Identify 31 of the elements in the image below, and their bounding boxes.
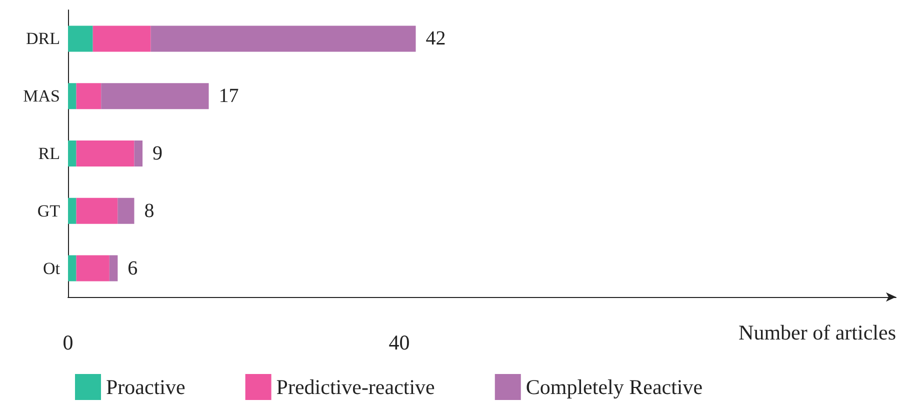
- y-tick-label: DRL: [26, 29, 60, 48]
- bar: [76, 83, 102, 110]
- y-tick-label: RL: [38, 144, 60, 163]
- total-label: 9: [152, 142, 163, 164]
- total-label: 6: [128, 257, 138, 280]
- y-tick-label: Ot: [43, 258, 60, 278]
- bar: [68, 198, 76, 224]
- bar: [68, 26, 93, 52]
- legend-label: Completely Reactive: [526, 375, 703, 399]
- bar: [92, 26, 151, 52]
- bar: [101, 83, 209, 110]
- bar: [76, 255, 110, 282]
- bar: [76, 140, 134, 166]
- x-tick-label: 40: [388, 330, 410, 354]
- x-axis-title: Number of articles: [738, 320, 896, 344]
- bar: [76, 198, 118, 224]
- bar: [68, 83, 76, 110]
- total-label: 42: [426, 28, 446, 50]
- y-tick-label: MAS: [23, 86, 60, 106]
- bar: [134, 140, 143, 166]
- total-label: 8: [144, 200, 154, 222]
- bar: [118, 198, 134, 224]
- bar: [68, 255, 76, 282]
- legend-label: Proactive: [106, 375, 186, 399]
- legend-label: Predictive-reactive: [276, 375, 435, 399]
- total-label: 17: [218, 85, 239, 108]
- y-tick-label: GT: [37, 201, 61, 220]
- bar: [109, 255, 118, 282]
- bar: [150, 26, 416, 52]
- x-tick-label: 0: [62, 330, 74, 354]
- bar: [68, 140, 76, 166]
